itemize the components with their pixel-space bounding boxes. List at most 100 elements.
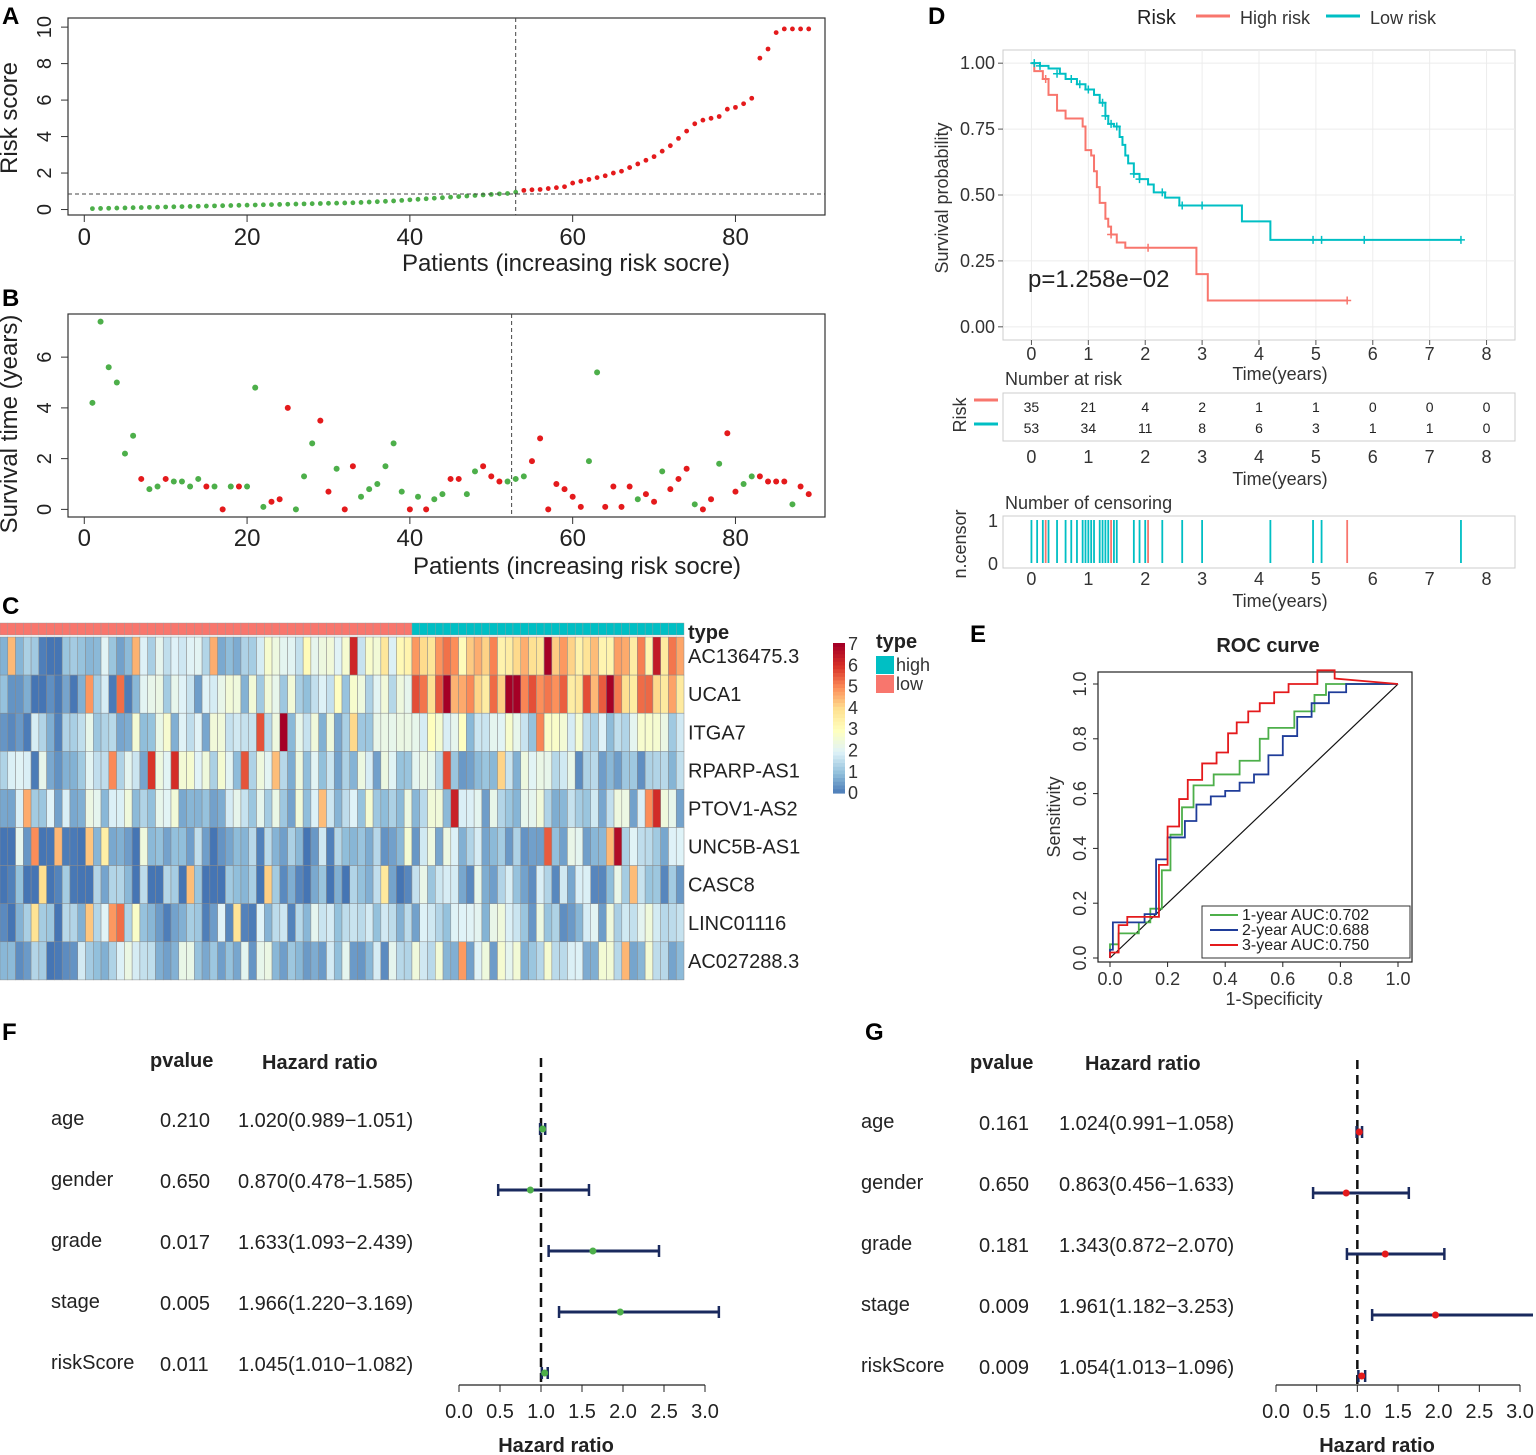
heatmap-cell	[341, 789, 351, 828]
heatmap-cell	[131, 636, 141, 676]
risk-score-x-tick-label: 60	[559, 224, 586, 251]
risk-score-point	[627, 165, 633, 170]
heatmap-cell	[248, 903, 257, 943]
heatmap-cell	[675, 712, 685, 752]
heatmap-annotation-cell	[341, 622, 350, 636]
risk-score-point	[790, 26, 795, 32]
heatmap-cell	[256, 865, 265, 904]
heatmap-cell	[652, 674, 661, 714]
heatmap-annotation-cell	[334, 622, 343, 636]
heatmap-cell	[124, 827, 133, 866]
censor-x-tick-label: 8	[1482, 569, 1492, 589]
heatmap-cell	[380, 789, 389, 828]
risk-score-point	[708, 115, 714, 121]
heatmap-cell	[209, 636, 218, 676]
heatmap-cell	[46, 751, 55, 790]
km-x-tick-label: 8	[1482, 344, 1492, 364]
risk-score-point	[171, 204, 177, 210]
heatmap-cell	[162, 712, 172, 752]
panel-label-g: G	[865, 1019, 884, 1046]
heatmap-cell	[318, 941, 327, 981]
forest-point-estimate	[539, 1125, 547, 1133]
heatmap-cell	[435, 865, 444, 904]
heatmap-cell	[310, 636, 319, 676]
heatmap-cell	[217, 827, 226, 866]
heatmap-cell	[668, 941, 677, 981]
heatmap-cell	[100, 827, 110, 866]
heatmap-cell	[108, 827, 117, 866]
survival-time-point	[439, 491, 446, 498]
heatmap-cell	[559, 941, 568, 981]
risk-score-point	[138, 205, 144, 210]
heatmap-cell	[162, 865, 172, 904]
heatmap-cell	[279, 865, 288, 904]
roc-x-tick-label: 0.0	[1097, 969, 1122, 989]
heatmap-cell	[61, 941, 71, 981]
heatmap-cell	[108, 865, 117, 904]
heatmap-cell	[372, 712, 382, 752]
risk-table-x-tick-label: 3	[1197, 447, 1207, 467]
survival-time-y-tick-label: 6	[34, 352, 56, 363]
heatmap-cell	[93, 712, 102, 752]
heatmap-cell	[116, 636, 125, 676]
heatmap-annotation-cell	[139, 622, 148, 636]
heatmap-cell	[567, 941, 576, 981]
heatmap-cell	[621, 674, 630, 714]
survival-time-point	[585, 458, 592, 465]
heatmap-cell	[606, 674, 615, 714]
heatmap-cell	[536, 789, 545, 828]
heatmap-cell	[590, 636, 599, 676]
heatmap-cell	[489, 827, 498, 866]
heatmap-cell	[357, 712, 366, 752]
survival-time-point	[317, 417, 324, 424]
heatmap-cell	[598, 903, 607, 943]
heatmap-cell	[333, 789, 343, 828]
heatmap-type-annotation	[0, 622, 685, 636]
heatmap-cell	[497, 751, 506, 790]
km-legend-low-label: Low risk	[1370, 8, 1437, 28]
risk-score-point	[90, 206, 95, 212]
heatmap-colorbar-segment	[833, 665, 845, 670]
heatmap-cell	[232, 865, 242, 904]
risk-score-point	[741, 101, 747, 107]
heatmap-cell	[38, 712, 47, 752]
heatmap-cell	[201, 636, 211, 676]
survival-time-point	[488, 473, 495, 480]
roc-legend-label: 1-year AUC:0.702	[1242, 907, 1369, 924]
heatmap-cell	[435, 789, 444, 828]
heatmap-cell	[30, 941, 40, 981]
heatmap-cell	[100, 941, 110, 981]
risk-table-low-count: 1	[1369, 420, 1377, 436]
heatmap-cell	[295, 789, 304, 828]
risk-table-title: Number at risk	[1005, 369, 1123, 389]
heatmap-cell	[302, 941, 312, 981]
heatmap-cell	[131, 941, 141, 981]
survival-time-point	[390, 440, 397, 447]
heatmap-cell	[629, 903, 638, 943]
roc-x-tick-label: 0.2	[1155, 969, 1180, 989]
heatmap-cell	[170, 751, 180, 790]
km-y-tick-label: 0.75	[960, 119, 995, 139]
heatmap-cell	[497, 827, 506, 866]
heatmap-cell	[264, 789, 273, 828]
forest-x-tick-label: 1.5	[1384, 1401, 1412, 1423]
risk-score-point	[366, 199, 372, 205]
heatmap-cell	[419, 789, 428, 828]
heatmap-cell	[598, 751, 607, 790]
heatmap-cell	[15, 865, 24, 904]
heatmap-cell	[15, 827, 24, 866]
forest-row-hr: 1.343(0.872−2.070)	[1059, 1235, 1234, 1257]
heatmap-cell	[287, 636, 296, 676]
heatmap-cell	[38, 941, 47, 981]
heatmap-row-label: UNC5B-AS1	[688, 837, 800, 859]
survival-time-point	[732, 488, 739, 495]
heatmap-colorbar-segment	[833, 755, 845, 760]
survival-time-point	[341, 506, 348, 513]
heatmap-cell	[637, 712, 646, 752]
forest-row-hr: 0.870(0.478−1.585)	[238, 1171, 413, 1193]
km-low-censor-mark	[1129, 169, 1138, 178]
heatmap-cell	[69, 674, 78, 714]
heatmap-cell	[481, 941, 490, 981]
survival-time-point	[537, 435, 544, 442]
heatmap-cell	[333, 751, 343, 790]
